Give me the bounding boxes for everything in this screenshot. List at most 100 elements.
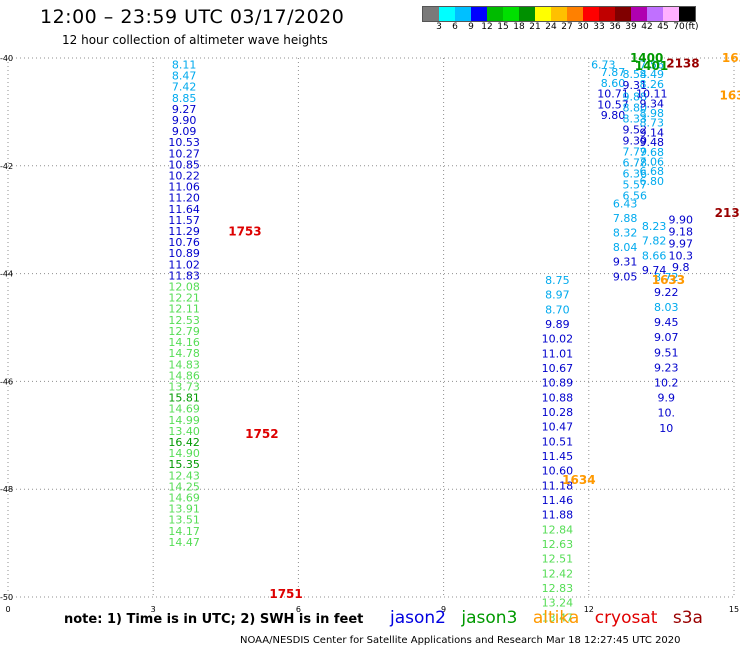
wave-height-label: 14.17 [168,525,200,538]
wave-height-label: 9.48 [639,136,664,149]
wave-height-label: 8.04 [613,241,638,254]
wave-height-label: 7.88 [613,212,638,225]
wave-height-label: 5.57 [623,179,648,192]
color-scale-bar [422,6,696,22]
wave-height-label: 8.33 [623,112,648,125]
wave-height-label: 8.47 [172,70,197,83]
wave-height-label: 6.56 [623,190,648,203]
wave-height-label: 8.72 [654,271,679,284]
color-scale-tick: 42 [641,22,653,32]
wave-height-label: 11.46 [542,494,574,507]
wave-height-label: 13.51 [168,514,200,527]
wave-height-label: 11.57 [168,214,200,227]
wave-height-label: 13.40 [168,425,200,438]
wave-height-label: 7.06 [639,155,664,168]
footer-credit: NOAA/NESDIS Center for Satellite Applica… [240,635,681,646]
pass-time-label: 2137 [715,206,740,220]
footer-note: note: 1) Time is in UTC; 2) SWH is in fe… [64,612,364,627]
color-scale-tick: 33 [593,22,605,32]
wave-height-label: 11.02 [168,258,200,271]
wave-height-label: 8.26 [639,78,664,91]
x-tick-label: 12 [584,605,594,614]
wave-height-label: 9.27 [172,103,197,116]
wave-height-label: 10 [659,422,673,435]
wave-height-label: 8.03 [654,301,679,314]
color-scale-tick: 12 [481,22,493,32]
wave-height-label: 9.9 [657,392,675,405]
wave-height-label: 8.32 [613,227,638,240]
x-tick-label: 6 [296,605,301,614]
wave-height-label: 8.75 [545,274,570,287]
wave-height-label: 11.29 [168,225,200,238]
wave-height-label: 10.67 [542,362,574,375]
wave-height-label: 9.31 [613,256,638,269]
wave-height-label: 9.39 [623,134,648,147]
wave-height-label: 15.35 [168,458,200,471]
color-swatch [455,7,471,21]
wave-height-label: 13.47 [542,611,574,624]
color-scale-tick: 21 [529,22,541,32]
wave-height-label: 10.28 [542,406,574,419]
wave-height-label: 8.85 [172,92,197,105]
wave-height-label: 12.53 [168,314,200,327]
pass-time-label: 1753 [228,225,261,239]
color-swatch [663,7,679,21]
wave-height-label: 9.52 [623,123,648,136]
wave-height-label: 9.45 [654,316,679,329]
wave-height-label: 8.23 [642,220,667,233]
x-tick-label: 9 [441,605,446,614]
pass-time-label: 1633 [722,51,740,65]
color-scale-tick: 70 [673,22,685,32]
wave-height-label: 8.66 [642,249,667,262]
wave-height-label: 10.47 [542,421,574,434]
wave-height-label: 9.51 [654,346,679,359]
wave-height-label: 10.27 [168,147,200,160]
wave-height-label: 6.43 [613,198,638,211]
wave-height-label: 6.68 [639,165,664,178]
wave-height-label: 11.83 [168,269,200,282]
wave-height-label: 8.80 [623,101,648,114]
wave-height-label: 12.63 [542,538,574,551]
x-tick-label: 0 [5,605,10,614]
wave-height-label: 6.73 [591,58,616,71]
wave-height-label: 9.74 [642,264,667,277]
color-swatch [519,7,535,21]
wave-height-label: 14.99 [168,414,200,427]
wave-height-label: 9.90 [172,114,197,127]
color-scale-tick: 6 [452,22,458,32]
wave-height-label: 13.91 [168,503,200,516]
wave-height-label: 12.43 [168,469,200,482]
wave-height-label: 9.09 [172,125,197,138]
wave-height-label: 10.88 [542,391,574,404]
color-swatch [599,7,615,21]
wave-height-label: 10.71 [597,88,629,101]
wave-height-label: 9.22 [654,286,679,299]
color-scale-tick: 24 [545,22,557,32]
wave-height-label: 10.60 [542,465,574,478]
y-tick-label: -40 [0,54,13,63]
wave-height-label: 8.11 [172,58,197,71]
wave-height-label: 9.23 [654,361,679,374]
color-scale-tick: 3 [436,22,442,32]
wave-height-label: 9.89 [545,318,570,331]
color-scale-tick: 9 [468,22,474,32]
wave-height-label: 16.42 [168,436,200,449]
wave-height-label: 9.14 [639,126,664,139]
legend-cryosat: cryosat [594,608,658,628]
pass-time-label: 2138 [666,56,699,70]
wave-height-label: 14.86 [168,369,200,382]
wave-height-label: 9.90 [669,214,694,227]
legend-jason2: jason2 [390,608,446,628]
y-tick-label: -42 [0,162,13,171]
wave-height-label: 12.08 [168,281,200,294]
y-tick-label: -46 [0,377,13,386]
color-scale-tick: 27 [561,22,573,32]
legend-altika: altika [532,608,580,628]
y-tick-label: -44 [0,270,13,279]
wave-height-label: 8.49 [639,68,664,81]
wave-height-label: 10.89 [168,247,200,260]
wave-height-label: 12.42 [542,567,574,580]
wave-height-label: 14.25 [168,480,200,493]
color-swatch [567,7,583,21]
